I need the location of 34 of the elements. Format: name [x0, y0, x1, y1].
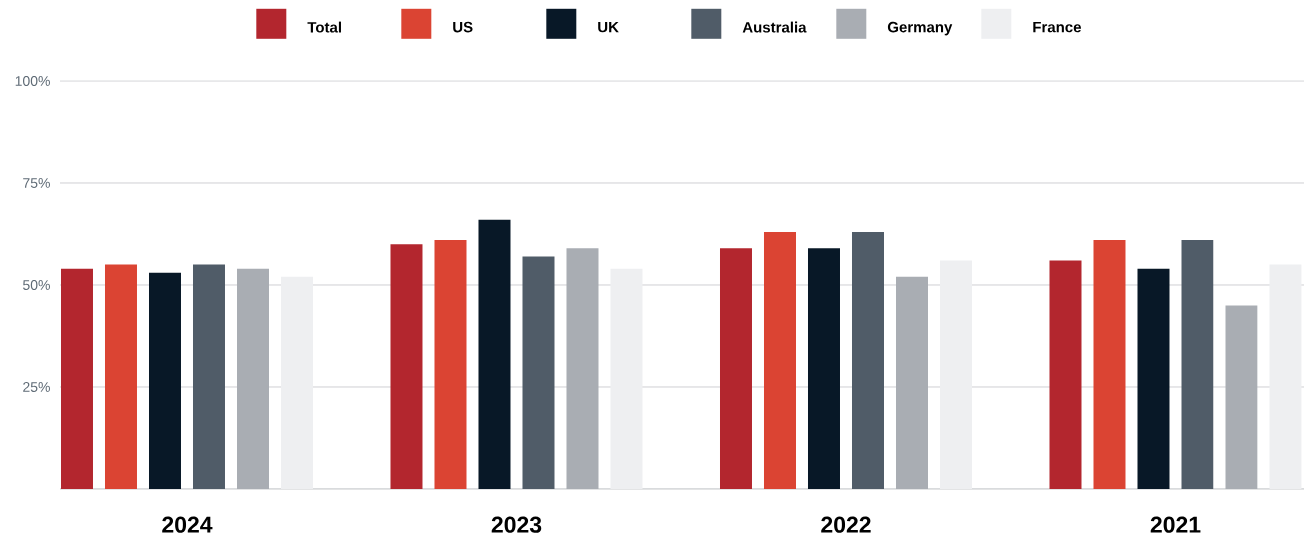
- legend-label: UK: [598, 21, 619, 33]
- bar: [60, 268, 93, 489]
- bar: [1181, 240, 1214, 489]
- bar: [851, 231, 884, 489]
- bar: [192, 264, 225, 489]
- legend-label: US: [453, 21, 473, 33]
- legend-label: Australia: [742, 21, 807, 33]
- bar: [1093, 240, 1126, 489]
- bar: [719, 248, 752, 489]
- bar: [434, 240, 467, 489]
- bar: [807, 248, 840, 489]
- y-tick-label: 50%: [23, 280, 50, 290]
- x-tick-label: 2023: [491, 516, 542, 533]
- legend-label: Total: [307, 21, 341, 33]
- bar: [1137, 268, 1170, 489]
- bar: [610, 268, 643, 489]
- bar: [1049, 260, 1082, 489]
- bar: [104, 264, 137, 489]
- bar: [148, 272, 181, 489]
- x-tick-label: 2022: [821, 516, 871, 533]
- bar: [939, 260, 972, 489]
- bar: [522, 256, 555, 489]
- bar: [390, 244, 423, 489]
- bar: [763, 231, 796, 489]
- bar: [1269, 264, 1302, 489]
- y-tick-label: 25%: [23, 382, 50, 392]
- legend-label: Germany: [887, 21, 953, 36]
- bar: [280, 276, 313, 489]
- x-tick-label: 2024: [162, 516, 213, 533]
- legend-label: France: [1033, 21, 1081, 33]
- x-tick-label: 2021: [1150, 516, 1201, 533]
- y-tick-label: 75%: [23, 178, 50, 188]
- y-tick-label: 100%: [15, 76, 50, 86]
- bar: [478, 219, 511, 489]
